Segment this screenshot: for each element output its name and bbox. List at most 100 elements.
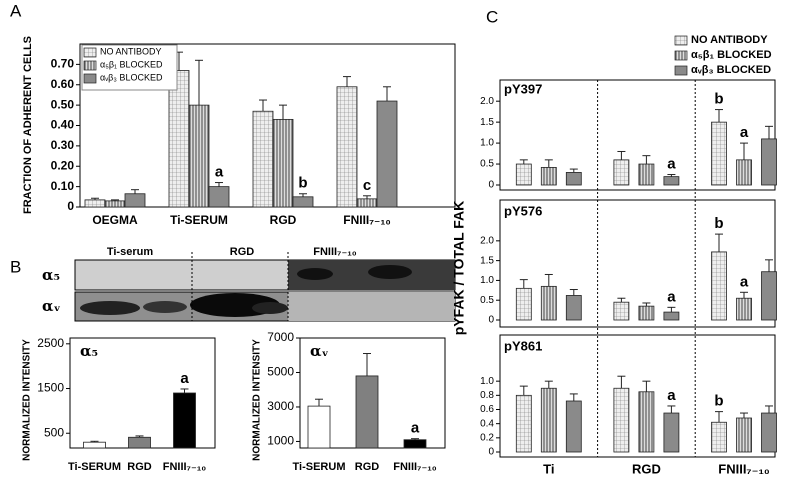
x-tick-label: RGD [127,461,152,473]
blot-strip-light [288,292,455,321]
y-tick-label: 2.0 [480,96,494,107]
bar [761,271,777,321]
x-tick-label: RGD [355,461,380,473]
y-tick-label: 1.0 [480,138,494,149]
bar [336,86,358,208]
bar [515,163,532,186]
y-tick-label: 0.4 [480,418,494,429]
bar [84,199,106,208]
plot-frame [499,334,776,458]
y-tick-label: 0.70 [51,57,75,71]
bar [736,417,752,453]
bar [540,166,557,186]
significance-label: a [667,288,676,305]
bar [403,439,427,449]
row-label: αᵥ [42,297,61,315]
significance-label: a [411,420,420,437]
row-label: α₅ [42,266,60,284]
x-tick-label: Ti-SERUM [68,461,121,473]
bar [83,441,106,449]
y-tick-label: 1500 [37,381,64,395]
bar [188,104,210,208]
blot-band [368,265,412,279]
x-tick-label: RGD [632,461,661,476]
legend-label: α₅β₁ BLOCKED [691,49,772,61]
lane-label: FNIII₇₋₁₀ [313,246,357,258]
y-tick-label: 0.30 [51,138,75,152]
bar [761,412,777,453]
y-tick-label: 0.20 [51,158,75,172]
legend-label: α₅β₁ BLOCKED [100,59,163,69]
significance-label: a [215,164,224,181]
panel-label: B [10,257,21,276]
y-tick-label: 1.0 [480,275,494,286]
bar [515,394,532,453]
panel-label: A [10,1,22,20]
chart-title: pY861 [504,338,542,353]
y-tick-label: 0 [488,315,494,326]
bar [638,391,655,453]
y-tick-label: 0.60 [51,77,75,91]
y-tick-label: 7000 [267,330,294,344]
x-tick-label: FNIII₇₋₁₀ [163,461,207,473]
legend-label: NO ANTIBODY [100,46,162,56]
y-tick-label: 2.0 [480,235,494,246]
significance-label: a [667,387,676,404]
x-tick-label: FNIII₇₋₁₀ [393,461,437,473]
legend-swatch [674,50,688,61]
y-axis-label: FRACTION OF ADHERENT CELLS [22,36,34,214]
blot-band [252,302,288,314]
chart-title: pY576 [504,203,542,218]
bar [565,295,582,321]
legend-label: αᵥβ₃ BLOCKED [100,72,163,82]
bar [124,193,146,208]
y-tick-label: 1.0 [480,376,494,387]
significance-label: b [714,91,723,108]
bar [711,421,727,453]
legend-frame [81,44,178,91]
bar [173,392,196,449]
blot-band [297,268,333,280]
significance-label: b [298,175,307,192]
y-tick-label: 2500 [37,336,64,350]
y-tick-label: 0.2 [480,432,494,443]
bar [356,198,378,208]
x-tick-label: FNIII₇₋₁₀ [343,213,391,227]
y-tick-label: 5000 [267,365,294,379]
y-tick-label: 1.5 [480,255,494,266]
lane-label: RGD [230,246,255,258]
bar [761,138,777,186]
legend-swatch [83,47,97,58]
bar [565,400,582,453]
significance-label: a [180,370,189,387]
x-tick-label: FNIII₇₋₁₀ [718,461,770,476]
y-tick-label: 1.5 [480,117,494,128]
y-tick-label: 500 [44,425,64,439]
x-tick-label: Ti-SERUM [293,461,346,473]
bar [613,159,630,186]
bar [292,196,314,208]
y-tick-label: 0 [67,199,74,213]
bar [128,436,151,449]
y-tick-label: 0.5 [480,295,494,306]
bar [613,387,630,453]
y-tick-label: 0.6 [480,404,494,415]
bar [540,387,557,453]
significance-label: b [714,393,723,410]
significance-label: a [740,273,749,290]
blot-band [80,301,140,315]
y-tick-label: 3000 [267,399,294,413]
x-tick-label: OEGMA [92,213,138,227]
significance-label: a [740,124,749,141]
y-tick-label: 0 [488,180,494,191]
bar [711,251,727,321]
chart-title: pY397 [504,81,542,96]
bar [711,121,727,186]
bar [638,305,655,321]
bar [638,163,655,186]
legend-label: αᵥβ₃ BLOCKED [691,64,771,76]
blot: Ti-serum RGD FNIII₇₋₁₀ α₅ αᵥ [42,246,456,322]
bar [104,200,126,208]
y-axis-label: pYFAK / TOTAL FAK [451,201,467,336]
chart-title: αᵥ [310,342,329,360]
